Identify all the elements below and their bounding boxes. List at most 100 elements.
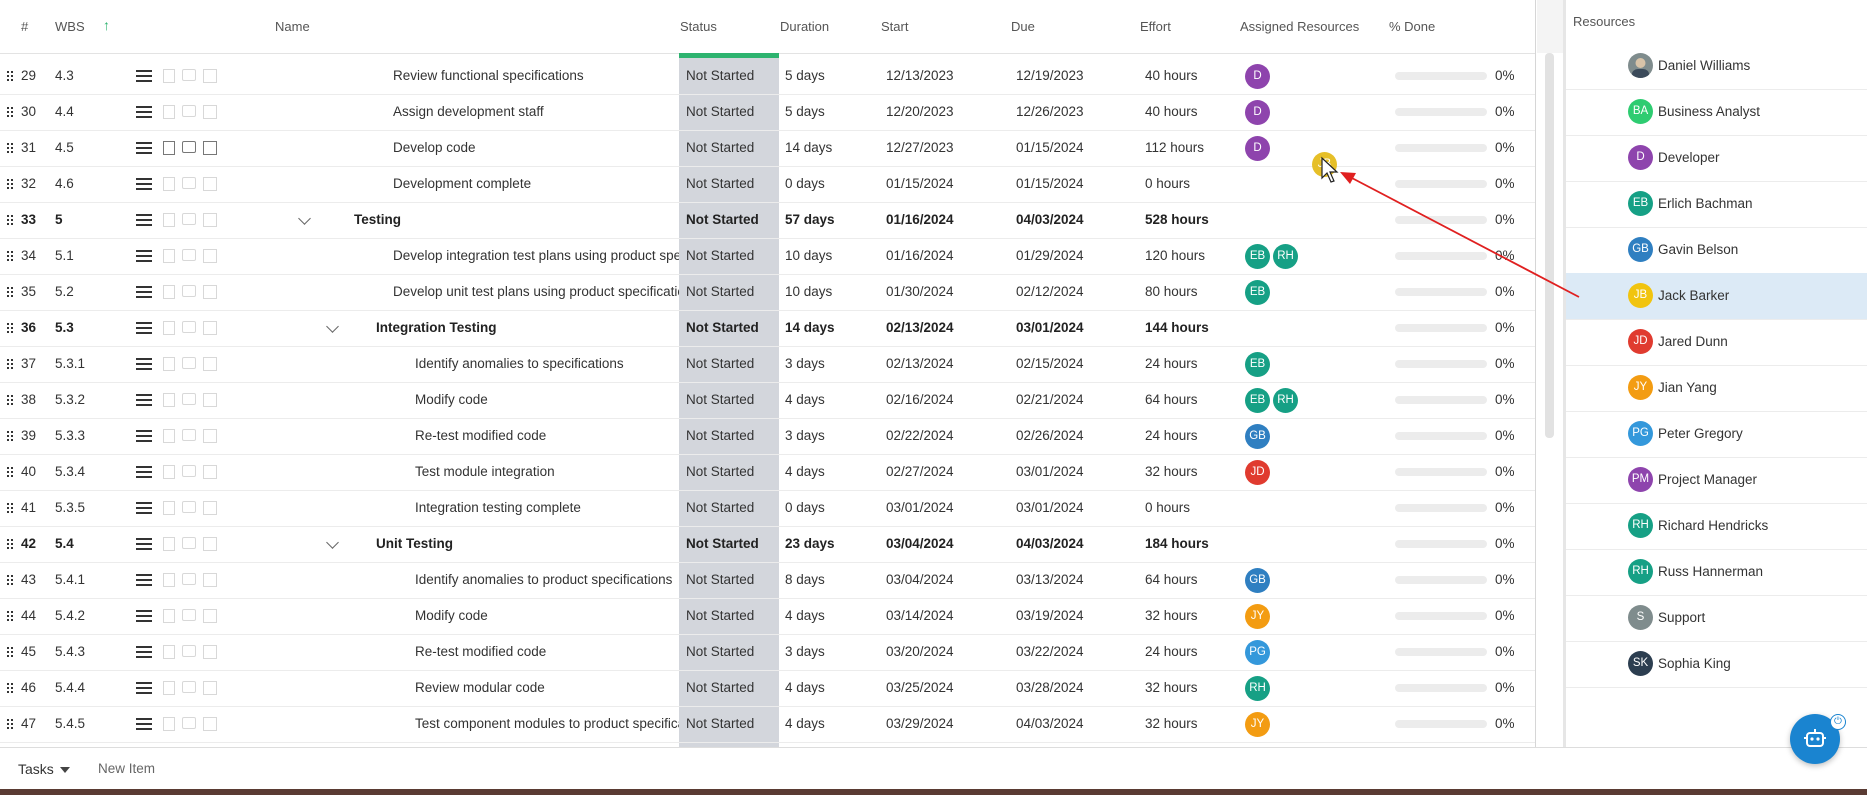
task-name[interactable]: Modify code <box>415 392 488 407</box>
menu-icon[interactable] <box>136 394 152 406</box>
col-header-start[interactable]: Start <box>881 19 909 34</box>
table-row[interactable]: 29 4.3 Review functional specifications Not… <box>0 58 1535 95</box>
task-name[interactable]: Modify code <box>415 608 488 623</box>
row-action-icons[interactable] <box>163 141 223 155</box>
duration-cell[interactable]: 4 days <box>785 392 825 407</box>
chevron-down-icon[interactable] <box>298 212 311 225</box>
duration-cell[interactable]: 10 days <box>785 248 833 263</box>
resource-item[interactable]: PM Project Manager <box>1566 457 1867 504</box>
task-name[interactable]: Testing <box>354 212 401 227</box>
table-row[interactable]: 40 5.3.4 Test module integration Not Starte… <box>0 454 1535 491</box>
start-cell[interactable]: 02/16/2024 <box>886 392 954 407</box>
avatar[interactable]: RH <box>1245 676 1270 701</box>
effort-cell[interactable]: 32 hours <box>1145 608 1198 623</box>
menu-icon[interactable] <box>136 682 152 694</box>
avatar[interactable]: PG <box>1245 640 1270 665</box>
avatar[interactable]: JY <box>1245 604 1270 629</box>
table-row[interactable]: 41 5.3.5 Integration testing complete Not S… <box>0 490 1535 527</box>
panel-splitter[interactable] <box>1563 0 1566 747</box>
status-cell[interactable]: Not Started <box>686 464 755 479</box>
col-header-status[interactable]: Status <box>680 19 717 34</box>
start-cell[interactable]: 01/30/2024 <box>886 284 954 299</box>
effort-cell[interactable]: 80 hours <box>1145 284 1198 299</box>
duration-cell[interactable]: 8 days <box>785 572 825 587</box>
task-name[interactable]: Test module integration <box>415 464 555 479</box>
task-name[interactable]: Unit Testing <box>376 536 453 551</box>
task-name[interactable]: Review functional specifications <box>393 68 584 83</box>
due-cell[interactable]: 02/15/2024 <box>1016 356 1084 371</box>
table-row[interactable]: 36 5.3 Integration Testing Not Started 14 da… <box>0 310 1535 347</box>
status-cell[interactable]: Not Started <box>686 428 755 443</box>
start-cell[interactable]: 01/15/2024 <box>886 176 954 191</box>
row-action-icons[interactable] <box>163 69 223 83</box>
task-name[interactable]: Identify anomalies to specifications <box>415 356 624 371</box>
start-cell[interactable]: 02/27/2024 <box>886 464 954 479</box>
duration-cell[interactable]: 5 days <box>785 104 825 119</box>
avatar[interactable]: EB <box>1245 388 1270 413</box>
start-cell[interactable]: 03/04/2024 <box>886 536 954 551</box>
start-cell[interactable]: 12/27/2023 <box>886 140 954 155</box>
table-row[interactable]: 33 5 Testing Not Started 57 days 01/16/2024 04… <box>0 202 1535 239</box>
status-cell[interactable]: Not Started <box>686 680 755 695</box>
resource-item[interactable]: BA Business Analyst <box>1566 89 1867 136</box>
table-row[interactable]: 42 5.4 Unit Testing Not Started 23 days 03/04… <box>0 526 1535 563</box>
status-cell[interactable]: Not Started <box>686 536 759 551</box>
effort-cell[interactable]: 40 hours <box>1145 104 1198 119</box>
menu-icon[interactable] <box>136 718 152 730</box>
status-cell[interactable]: Not Started <box>686 176 755 191</box>
status-cell[interactable]: Not Started <box>686 320 759 335</box>
effort-cell[interactable]: 112 hours <box>1145 140 1205 155</box>
row-action-icons[interactable] <box>163 609 223 623</box>
start-cell[interactable]: 12/20/2023 <box>886 104 954 119</box>
due-cell[interactable]: 12/19/2023 <box>1016 68 1084 83</box>
effort-cell[interactable]: 64 hours <box>1145 572 1198 587</box>
status-cell[interactable]: Not Started <box>686 104 755 119</box>
status-cell[interactable]: Not Started <box>686 68 755 83</box>
effort-cell[interactable]: 40 hours <box>1145 68 1198 83</box>
avatar[interactable]: RH <box>1273 244 1298 269</box>
duration-cell[interactable]: 3 days <box>785 644 825 659</box>
drag-handle-icon[interactable] <box>7 287 15 297</box>
status-cell[interactable]: Not Started <box>686 608 755 623</box>
col-header-assigned[interactable]: Assigned Resources <box>1240 19 1360 34</box>
table-row[interactable]: 43 5.4.1 Identify anomalies to product spe… <box>0 562 1535 599</box>
row-action-icons[interactable] <box>163 429 223 443</box>
due-cell[interactable]: 01/15/2024 <box>1016 140 1084 155</box>
row-action-icons[interactable] <box>163 213 223 227</box>
resource-item[interactable]: S Support <box>1566 595 1867 642</box>
status-cell[interactable]: Not Started <box>686 500 755 515</box>
status-cell[interactable]: Not Started <box>686 716 755 731</box>
menu-icon[interactable] <box>136 610 152 622</box>
start-cell[interactable]: 02/13/2024 <box>886 356 954 371</box>
table-row[interactable]: 32 4.6 Development complete Not Started 0 da… <box>0 166 1535 203</box>
effort-cell[interactable]: 0 hours <box>1145 500 1191 515</box>
row-action-icons[interactable] <box>163 645 223 659</box>
dragged-resource-avatar[interactable]: JB <box>1312 152 1337 177</box>
menu-icon[interactable] <box>136 430 152 442</box>
duration-cell[interactable]: 0 days <box>785 500 825 515</box>
status-cell[interactable]: Not Started <box>686 140 755 155</box>
table-row[interactable]: 34 5.1 Develop integration test plans usin… <box>0 238 1535 275</box>
menu-icon[interactable] <box>136 178 152 190</box>
col-header-num[interactable]: # <box>21 19 29 34</box>
avatar[interactable]: GB <box>1245 568 1270 593</box>
drag-handle-icon[interactable] <box>7 143 15 153</box>
col-header-wbs[interactable]: WBS <box>55 19 85 34</box>
start-cell[interactable]: 12/13/2023 <box>886 68 954 83</box>
new-item-button[interactable]: New Item <box>98 761 156 776</box>
status-cell[interactable]: Not Started <box>686 392 755 407</box>
resource-item[interactable]: Daniel Williams <box>1566 43 1867 90</box>
resource-item[interactable]: RH Richard Hendricks <box>1566 503 1867 550</box>
menu-icon[interactable] <box>136 502 152 514</box>
duration-cell[interactable]: 4 days <box>785 680 825 695</box>
menu-icon[interactable] <box>136 142 152 154</box>
menu-icon[interactable] <box>136 214 152 226</box>
row-action-icons[interactable] <box>163 285 223 299</box>
start-cell[interactable]: 03/20/2024 <box>886 644 954 659</box>
duration-cell[interactable]: 4 days <box>785 464 825 479</box>
task-name[interactable]: Re-test modified code <box>415 428 547 443</box>
task-name[interactable]: Develop integration test plans using pro… <box>393 248 679 263</box>
due-cell[interactable]: 01/15/2024 <box>1016 176 1084 191</box>
col-header-duration[interactable]: Duration <box>780 19 830 34</box>
avatar[interactable]: D <box>1245 136 1270 161</box>
